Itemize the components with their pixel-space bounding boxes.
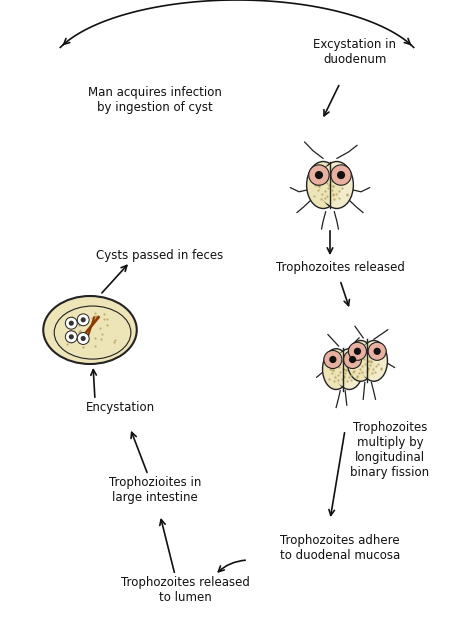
Ellipse shape bbox=[374, 348, 381, 355]
Ellipse shape bbox=[322, 349, 350, 389]
Text: Encystation: Encystation bbox=[85, 401, 155, 414]
Ellipse shape bbox=[349, 356, 356, 363]
Text: Trophozoites
multiply by
longitudinal
binary fission: Trophozoites multiply by longitudinal bi… bbox=[350, 421, 429, 479]
Ellipse shape bbox=[81, 317, 86, 322]
Ellipse shape bbox=[335, 352, 351, 386]
Ellipse shape bbox=[360, 340, 387, 381]
Ellipse shape bbox=[81, 336, 86, 341]
Text: Man acquires infection
by ingestion of cyst: Man acquires infection by ingestion of c… bbox=[88, 86, 222, 114]
Text: Trophozoites adhere
to duodenal mucosa: Trophozoites adhere to duodenal mucosa bbox=[280, 534, 400, 562]
Text: Trophozoites released
to lumen: Trophozoites released to lumen bbox=[120, 576, 249, 604]
Ellipse shape bbox=[315, 171, 323, 179]
Ellipse shape bbox=[307, 161, 340, 208]
Ellipse shape bbox=[43, 296, 137, 364]
Ellipse shape bbox=[65, 317, 77, 329]
Ellipse shape bbox=[337, 171, 345, 179]
Ellipse shape bbox=[309, 165, 329, 185]
Ellipse shape bbox=[69, 334, 74, 339]
Ellipse shape bbox=[336, 349, 363, 389]
Ellipse shape bbox=[319, 166, 341, 204]
Ellipse shape bbox=[347, 340, 374, 381]
Ellipse shape bbox=[354, 348, 361, 355]
Ellipse shape bbox=[368, 342, 386, 360]
Ellipse shape bbox=[69, 321, 74, 326]
Ellipse shape bbox=[329, 356, 337, 363]
Ellipse shape bbox=[324, 350, 342, 369]
Ellipse shape bbox=[348, 342, 366, 360]
Ellipse shape bbox=[77, 333, 89, 344]
Ellipse shape bbox=[359, 344, 375, 377]
Ellipse shape bbox=[331, 165, 351, 185]
Ellipse shape bbox=[320, 161, 354, 208]
Text: Cysts passed in feces: Cysts passed in feces bbox=[96, 249, 224, 261]
Ellipse shape bbox=[77, 314, 89, 326]
Text: Trophozoites released: Trophozoites released bbox=[275, 261, 404, 274]
Text: Trophozioites in
large intestine: Trophozioites in large intestine bbox=[109, 476, 201, 504]
Ellipse shape bbox=[65, 331, 77, 343]
Text: Excystation in
duodenum: Excystation in duodenum bbox=[313, 38, 396, 66]
Ellipse shape bbox=[344, 350, 362, 369]
